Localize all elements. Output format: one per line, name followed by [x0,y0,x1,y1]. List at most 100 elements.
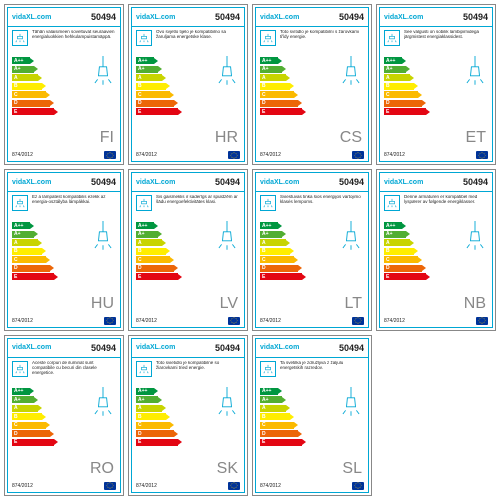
eu-flag-icon [228,151,240,159]
lamp-icon [92,387,114,437]
product-description: Ovo svjetlo tijelo je kompatibilno sa ža… [156,30,240,40]
energy-label-card: vidaXL.com 50494 Tähän valaisimeen soveltu… [4,4,124,165]
brand-logo: vidaXL.com [384,14,423,21]
energy-class-bar: E [136,273,240,280]
lamp-icon [464,56,486,106]
brand-logo: vidaXL.com [384,179,423,186]
product-description: Toto svítidlo je kompatibilní s žárovkam… [280,30,364,40]
brand-logo: vidaXL.com [136,14,175,21]
energy-class-bar: E [260,108,364,115]
product-thumb-icon [136,195,152,211]
regulation-text: 874/2012 [384,318,405,324]
product-thumb-icon [12,30,28,46]
eu-flag-icon [352,317,364,325]
product-thumb-icon [260,30,276,46]
energy-label-card: vidaXL.com 50494 Šis gaismeklis ir saderīg… [128,169,248,330]
lamp-icon [340,387,362,437]
energy-class-bar: E [136,439,240,446]
energy-label-card: vidaXL.com 50494 Aceste corpuri de ilumina… [4,335,124,496]
product-description: Denne armaturen er kompatibel med lyspær… [404,195,488,205]
eu-flag-icon [352,151,364,159]
product-description: Šis gaismeklis ir saderīgs ar spuldzēm a… [156,195,240,205]
lamp-icon [340,221,362,271]
lamp-icon [216,221,238,271]
energy-class-bar: E [136,108,240,115]
language-code: ET [466,129,486,147]
brand-logo: vidaXL.com [260,179,299,186]
product-thumb-icon [384,30,400,46]
product-thumb-icon [260,361,276,377]
brand-logo: vidaXL.com [12,179,51,186]
energy-label-card: vidaXL.com 50494 Denne armaturen er kompat… [376,169,496,330]
regulation-text: 874/2012 [260,152,281,158]
eu-flag-icon [352,482,364,490]
language-code: HR [215,129,238,147]
regulation-text: 874/2012 [260,483,281,489]
eu-flag-icon [476,317,488,325]
product-id: 50494 [339,177,364,187]
product-description: Tähän valaisimeen soveltuvat seuraavien … [32,30,116,40]
energy-label-card: vidaXL.com50494See valgusti on sobilik l… [376,4,496,165]
regulation-text: 874/2012 [12,152,33,158]
product-thumb-icon [260,195,276,211]
energy-label-card: vidaXL.com 50494 Ta svetilka je združljiva… [252,335,372,496]
regulation-text: 874/2012 [136,318,157,324]
product-description: Ta svetilka je združljiva z žaljulu ener… [280,361,364,371]
product-thumb-icon [136,30,152,46]
product-description: Aceste corpuri de iluminat sunt compatib… [32,361,116,376]
regulation-text: 874/2012 [384,152,405,158]
eu-flag-icon [476,151,488,159]
product-id: 50494 [215,12,240,22]
product-thumb-icon [12,361,28,377]
product-id: 50494 [339,343,364,353]
energy-label-card: vidaXL.com50494Toto svítidlo je kompatib… [252,4,372,165]
eu-flag-icon [104,317,116,325]
brand-logo: vidaXL.com [12,14,51,21]
lamp-icon [92,56,114,106]
regulation-text: 874/2012 [136,483,157,489]
lamp-icon [216,387,238,437]
brand-logo: vidaXL.com [136,179,175,186]
product-id: 50494 [91,343,116,353]
energy-class-bar: E [260,273,364,280]
product-id: 50494 [91,177,116,187]
lamp-icon [464,221,486,271]
language-code: SK [217,460,238,478]
language-code: HU [91,295,114,313]
language-code: LV [220,295,238,313]
brand-logo: vidaXL.com [260,344,299,351]
brand-logo: vidaXL.com [12,344,51,351]
product-id: 50494 [463,177,488,187]
energy-class-bar: E [12,108,116,115]
product-thumb-icon [136,361,152,377]
energy-label-card: vidaXL.com 50494 Ovo svjetlo tijelo je kom… [128,4,248,165]
regulation-text: 874/2012 [12,483,33,489]
product-id: 50494 [215,177,240,187]
product-id: 50494 [463,12,488,22]
eu-flag-icon [104,482,116,490]
lamp-icon [216,56,238,106]
product-thumb-icon [12,195,28,211]
lamp-icon [340,56,362,106]
eu-flag-icon [228,482,240,490]
energy-label-card: vidaXL.com50494Ez a lámpatest kompatibil… [4,169,124,330]
product-description: Šviestuvas tinka šios energijos vartojim… [280,195,364,205]
energy-class-bar: E [260,439,364,446]
language-code: LT [345,295,362,313]
language-code: NB [464,295,486,313]
eu-flag-icon [228,317,240,325]
product-thumb-icon [384,195,400,211]
regulation-text: 874/2012 [12,318,33,324]
energy-label-card: vidaXL.com50494Toto svietidlo je kompati… [128,335,248,496]
regulation-text: 874/2012 [136,152,157,158]
language-code: SL [342,460,362,478]
language-code: FI [100,129,114,147]
energy-class-bar: E [384,273,488,280]
energy-class-bar: E [384,108,488,115]
product-id: 50494 [91,12,116,22]
product-description: Toto svietidlo je kompatibilné so žiarov… [156,361,240,371]
language-code: CS [340,129,362,147]
brand-logo: vidaXL.com [136,344,175,351]
energy-label-card: vidaXL.com 50494 Šviestuvas tinka šios ene… [252,169,372,330]
lamp-icon [92,221,114,271]
